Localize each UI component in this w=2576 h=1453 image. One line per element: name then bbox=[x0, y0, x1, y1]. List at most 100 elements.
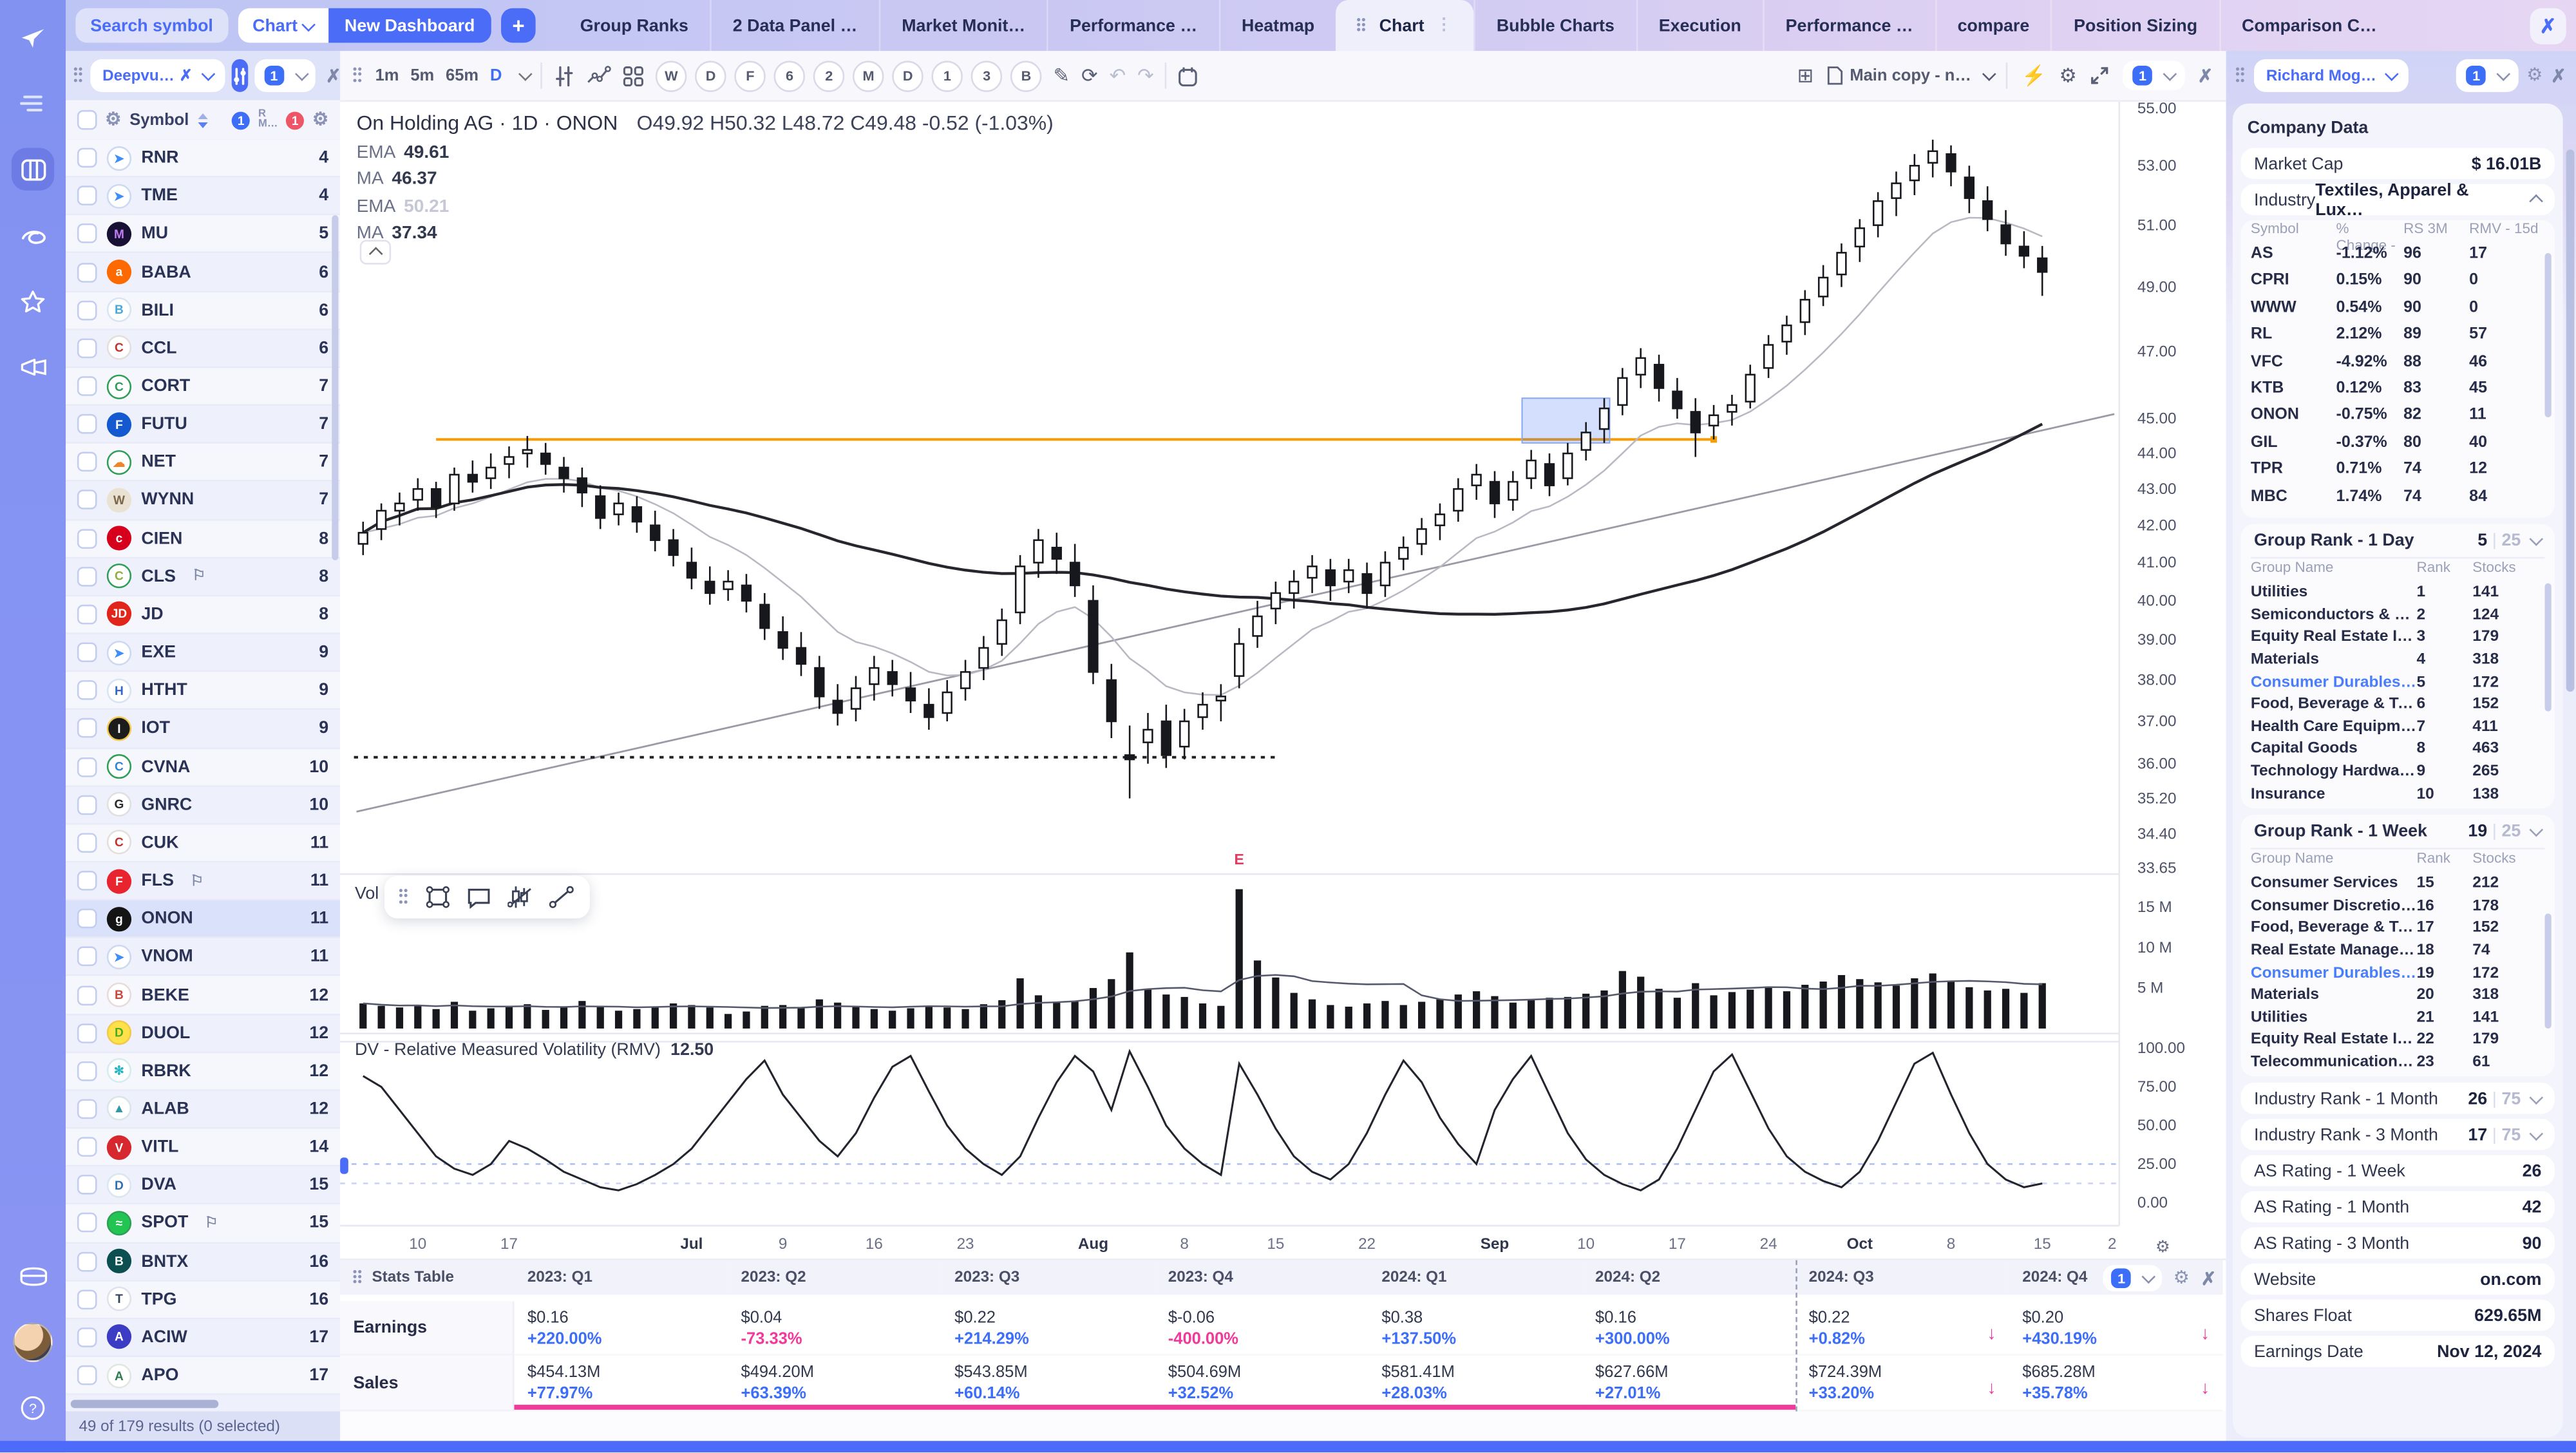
multiline-chart-icon[interactable] bbox=[587, 66, 612, 86]
chip-2[interactable]: 2 bbox=[813, 60, 845, 91]
row-checkbox[interactable] bbox=[77, 795, 97, 815]
watchlist-row-CIEN[interactable]: c CIEN 8 bbox=[66, 520, 341, 558]
row-checkbox[interactable] bbox=[77, 985, 97, 1005]
flag-icon[interactable]: ⚐ bbox=[204, 1214, 218, 1231]
group-row[interactable]: Health Care Equipm… 7 411 bbox=[2250, 717, 2498, 736]
drag-handle-icon[interactable] bbox=[399, 889, 410, 905]
row-checkbox[interactable] bbox=[77, 1213, 97, 1233]
symbol-table-row-MBC[interactable]: MBC 1.74% 74 84 bbox=[2250, 487, 2488, 506]
row-checkbox[interactable] bbox=[77, 680, 97, 701]
watchlist-row-BILI[interactable]: B BILI 6 bbox=[66, 292, 341, 330]
close-chart-button[interactable]: ✗ bbox=[2197, 66, 2213, 86]
row-checkbox[interactable] bbox=[77, 528, 97, 549]
gear-icon[interactable]: ⚙ bbox=[2173, 1268, 2190, 1287]
indicator-ema2[interactable]: EMA 50.21 bbox=[356, 196, 450, 216]
row-checkbox[interactable] bbox=[77, 756, 97, 777]
watchlist-row-RNR[interactable]: ➤ RNR 4 bbox=[66, 139, 341, 178]
group-row[interactable]: Utilities 1 141 bbox=[2250, 584, 2499, 602]
row-checkbox[interactable] bbox=[77, 604, 97, 625]
watchlist-row-WYNN[interactable]: W WYNN 7 bbox=[66, 482, 341, 520]
panel-vertical-scrollbar[interactable] bbox=[2566, 149, 2575, 692]
flash-icon[interactable]: ⚡ bbox=[2021, 64, 2047, 88]
watchlist-row-MU[interactable]: M MU 5 bbox=[66, 215, 341, 254]
close-panel-button[interactable]: ✗ bbox=[2551, 66, 2566, 86]
group-row[interactable]: Semiconductors & S… 2 124 bbox=[2250, 605, 2499, 624]
price-chart-svg[interactable]: E 55.00 53.00 51.00 49.00 47.00 45.00 44.00 43.0… bbox=[340, 102, 2226, 1258]
row-checkbox[interactable] bbox=[77, 414, 97, 434]
watchlist-row-CUK[interactable]: C CUK 11 bbox=[66, 824, 341, 863]
chevron-down-icon[interactable] bbox=[518, 68, 531, 81]
watchlist-row-EXE[interactable]: ➤ EXE 9 bbox=[66, 634, 341, 672]
redo-icon[interactable]: ↷ bbox=[1137, 64, 1154, 88]
symbol-table-row-WWW[interactable]: WWW 0.54% 90 0 bbox=[2250, 298, 2479, 317]
menu-icon[interactable] bbox=[12, 82, 54, 125]
group-row[interactable]: Insurance 10 138 bbox=[2250, 784, 2499, 803]
info-row-industry-rank-1-month[interactable]: Industry Rank - 1 Month 26 | 75 bbox=[2240, 1083, 2555, 1115]
row-checkbox[interactable] bbox=[77, 147, 97, 168]
chart-count-dropdown[interactable]: 1 bbox=[2123, 61, 2185, 91]
help-icon[interactable]: ? bbox=[12, 1387, 54, 1429]
group-rank-week-header[interactable]: Group Rank - 1 Week 19 | 25 bbox=[2241, 815, 2555, 848]
row-checkbox[interactable] bbox=[77, 566, 97, 587]
watchlist-row-FLS[interactable]: F FLS ⚐ 11 bbox=[66, 862, 341, 901]
group-row[interactable]: Consumer Durables … 19 172 bbox=[2250, 964, 2499, 982]
draw-pencil-icon[interactable]: ✎ bbox=[1053, 64, 1070, 88]
scroll-thumb[interactable] bbox=[2544, 252, 2552, 417]
row-checkbox[interactable] bbox=[77, 642, 97, 663]
close-window-button[interactable]: ✗ bbox=[2530, 7, 2566, 44]
legend-collapse-button[interactable] bbox=[359, 240, 392, 265]
watchlist-row-CLS[interactable]: C CLS ⚐ 8 bbox=[66, 558, 341, 596]
tab-2-data-panel-[interactable]: 2 Data Panel … bbox=[710, 0, 878, 52]
workspace-selector[interactable]: Chart bbox=[238, 8, 328, 43]
row-checkbox[interactable] bbox=[77, 223, 97, 244]
group-row[interactable]: Real Estate Manage… 18 74 bbox=[2250, 941, 2490, 960]
watchlist-row-BWIN[interactable]: BBWIN17 bbox=[66, 1395, 341, 1397]
group-row[interactable]: Consumer Durables … 5 172 bbox=[2250, 672, 2499, 691]
watchlist-count-dropdown[interactable]: 1 bbox=[254, 59, 316, 92]
panel-layout-icon[interactable]: ⊞ bbox=[1797, 64, 1814, 88]
row-checkbox[interactable] bbox=[77, 1137, 97, 1157]
scroll-thumb[interactable] bbox=[2544, 583, 2552, 712]
app-logo-icon[interactable] bbox=[12, 17, 54, 59]
tab-compare[interactable]: compare bbox=[1934, 0, 2051, 52]
group-row[interactable]: Consumer Discretion… 16 178 bbox=[2250, 897, 2499, 915]
group-row[interactable]: Materials 20 318 bbox=[2250, 985, 2499, 1004]
row-checkbox[interactable] bbox=[77, 300, 97, 320]
user-avatar[interactable] bbox=[12, 1321, 54, 1363]
calendar-icon[interactable] bbox=[1179, 65, 1198, 86]
indicator-ma2[interactable]: MA 37.34 bbox=[356, 223, 437, 243]
row-checkbox[interactable] bbox=[77, 1023, 97, 1043]
indicator-settings-icon[interactable] bbox=[554, 65, 575, 86]
layout-selector[interactable]: Main copy - n… bbox=[1827, 66, 1996, 86]
flag-icon[interactable]: ⚐ bbox=[190, 871, 204, 888]
group-row[interactable]: Utilities 21 141 bbox=[2250, 1008, 2499, 1027]
sort-icon[interactable] bbox=[197, 112, 209, 128]
tf-5m-button[interactable]: 5m bbox=[410, 66, 435, 85]
indicator-ma1[interactable]: MA 46.37 bbox=[356, 169, 437, 189]
row-checkbox[interactable] bbox=[77, 871, 97, 891]
row-checkbox[interactable] bbox=[77, 909, 97, 929]
watchlist-row-ALAB[interactable]: ▲ ALAB 12 bbox=[66, 1090, 341, 1129]
tab-execution[interactable]: Execution bbox=[1636, 0, 1763, 52]
spiral-nav-icon[interactable] bbox=[12, 214, 54, 256]
row-checkbox[interactable] bbox=[77, 490, 97, 511]
group-row[interactable]: Equity Real Estate In… 22 179 bbox=[2250, 1030, 2499, 1049]
watchlist-row-CCL[interactable]: C CCL 6 bbox=[66, 330, 341, 368]
group-row[interactable]: Capital Goods 8 463 bbox=[2250, 739, 2499, 758]
filter-sliders-button[interactable] bbox=[231, 59, 248, 92]
chip-1[interactable]: 1 bbox=[931, 60, 963, 91]
search-symbol-button[interactable]: Search symbol bbox=[75, 8, 228, 43]
undo-icon[interactable]: ↶ bbox=[1109, 64, 1126, 88]
drag-handle-icon[interactable] bbox=[353, 68, 363, 83]
watchlist-row-DVA[interactable]: D DVA 15 bbox=[66, 1166, 341, 1205]
group-row[interactable]: Equity Real Estate In… 3 179 bbox=[2250, 628, 2499, 647]
tab-comparison-c-[interactable]: Comparison C… bbox=[2219, 0, 2398, 52]
row-checkbox[interactable] bbox=[77, 1289, 97, 1309]
trendline-tool-icon[interactable] bbox=[549, 886, 576, 909]
vault-icon[interactable] bbox=[12, 1255, 54, 1298]
favorites-star-icon[interactable] bbox=[12, 280, 54, 322]
rect-select-tool-icon[interactable] bbox=[426, 886, 451, 909]
group-row[interactable]: Consumer Services 15 212 bbox=[2250, 874, 2499, 893]
tf-65m-button[interactable]: 65m bbox=[446, 66, 479, 85]
row-checkbox[interactable] bbox=[77, 1327, 97, 1347]
